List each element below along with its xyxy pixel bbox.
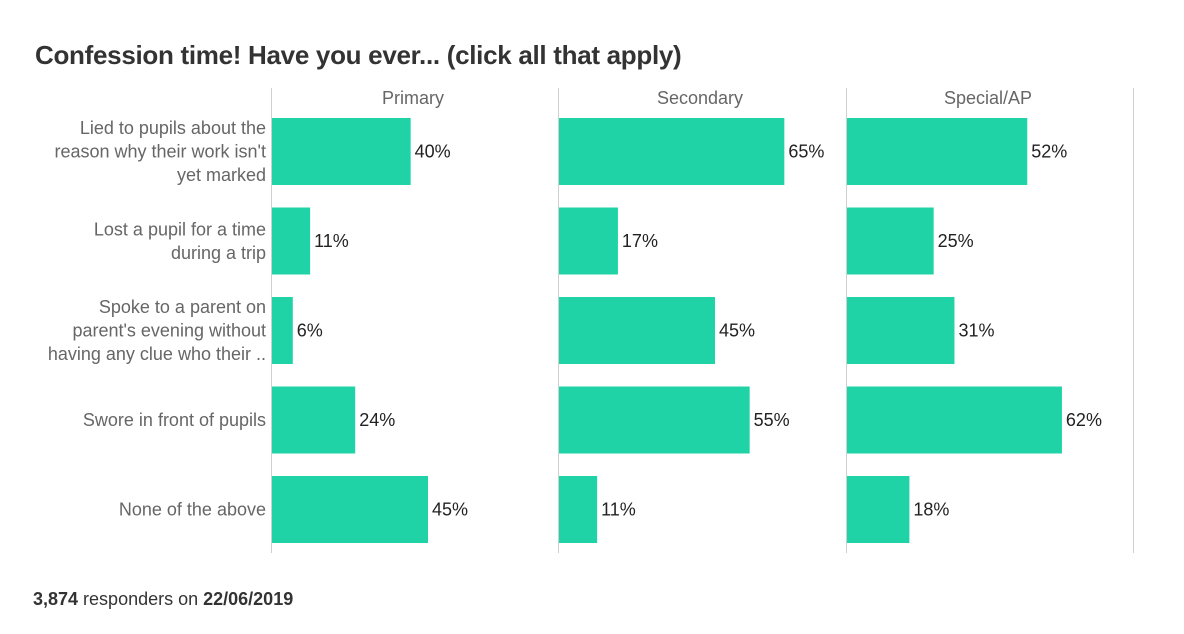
- category-label: yet marked: [177, 165, 266, 185]
- data-label: 45%: [432, 500, 468, 520]
- footer-middle: responders on: [78, 589, 204, 609]
- responder-count: 3,874: [33, 589, 79, 609]
- chart-title: Confession time! Have you ever... (click…: [35, 40, 682, 70]
- data-label: 52%: [1031, 142, 1067, 162]
- bar: [272, 118, 411, 185]
- footer-text: 3,874 responders on 22/06/2019: [33, 589, 293, 610]
- data-label: 11%: [601, 500, 636, 520]
- category-label: during a trip: [171, 243, 266, 263]
- data-label: 11%: [314, 231, 349, 251]
- bar: [847, 386, 1062, 454]
- bar: [272, 386, 356, 454]
- category-label: reason why their work isn't: [54, 142, 266, 162]
- bar: [559, 297, 715, 364]
- bar: [847, 297, 955, 364]
- bar: [272, 207, 311, 275]
- bar: [559, 476, 598, 543]
- data-label: 6%: [297, 321, 323, 341]
- data-label: 24%: [359, 410, 395, 430]
- data-label: 18%: [913, 500, 949, 520]
- bar: [847, 476, 910, 543]
- panel-header-primary: Primary: [382, 88, 444, 108]
- category-label: None of the above: [119, 500, 266, 520]
- data-label: 55%: [754, 410, 790, 430]
- category-label: Lost a pupil for a time: [94, 219, 266, 239]
- data-label: 31%: [958, 321, 994, 341]
- bar: [559, 386, 750, 454]
- panel-header-secondary: Secondary: [657, 88, 743, 108]
- category-label: Swore in front of pupils: [83, 410, 266, 430]
- bar: [559, 118, 785, 185]
- category-label: parent's evening without: [72, 321, 266, 341]
- bar: [272, 297, 293, 364]
- category-label: having any clue who their ..: [48, 344, 266, 364]
- category-label: Spoke to a parent on: [99, 297, 266, 317]
- category-label: Lied to pupils about the: [80, 118, 266, 138]
- data-label: 25%: [938, 231, 974, 251]
- panel-header-special-ap: Special/AP: [944, 88, 1032, 108]
- bar: [559, 207, 618, 275]
- data-label: 65%: [788, 142, 824, 162]
- data-label: 40%: [415, 142, 451, 162]
- survey-date: 22/06/2019: [203, 589, 294, 609]
- bar: [847, 118, 1028, 185]
- bar: [847, 207, 934, 275]
- data-label: 17%: [622, 231, 658, 251]
- data-label: 62%: [1066, 410, 1102, 430]
- data-label: 45%: [719, 321, 755, 341]
- bar: [272, 476, 428, 543]
